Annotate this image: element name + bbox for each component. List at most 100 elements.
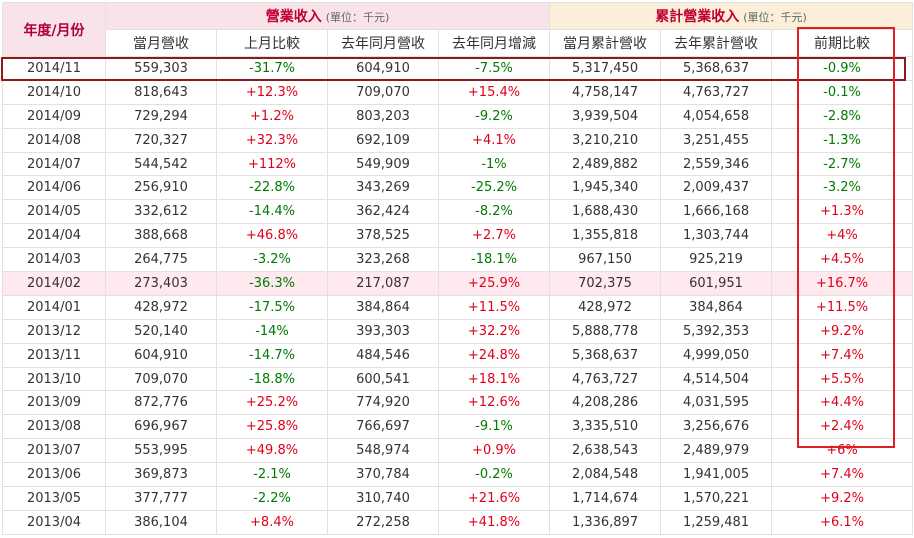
monthly-unit-label: (單位：千元) — [325, 11, 390, 24]
cumulative-change-cell: -2.8% — [771, 103, 914, 129]
yoy-cell: -9.1% — [437, 414, 551, 440]
table-row: 2014/08 720,327 +32.3% 692,109 +4.1% 3,210,21… — [2, 127, 914, 153]
last-year-revenue-cell: 217,087 — [327, 271, 439, 296]
cumulative-revenue-cell: 2,084,548 — [549, 462, 662, 488]
monthly-revenue-cell: 553,995 — [105, 438, 217, 464]
last-year-revenue-cell: 362,424 — [327, 199, 439, 225]
cumulative-revenue-group-header: 累計營業收入 (單位：千元) — [549, 2, 914, 30]
monthly-revenue-cell: 544,542 — [105, 151, 217, 177]
yoy-cell: +11.5% — [437, 294, 551, 320]
last-year-cumulative-cell: 4,999,050 — [660, 342, 773, 368]
cumulative-revenue-cell: 1,714,674 — [549, 486, 662, 511]
mom-cell: -2.2% — [216, 486, 328, 511]
monthly-revenue-cell: 273,403 — [105, 271, 217, 296]
last-year-revenue-cell: 484,546 — [327, 342, 439, 368]
table-row: 2014/05 332,612 -14.4% 362,424 -8.2% 1,688,43… — [2, 199, 914, 225]
yoy-cell: -9.2% — [437, 103, 551, 129]
table-row: 2013/08 696,967 +25.8% 766,697 -9.1% 3,335,51… — [2, 414, 914, 440]
last-year-cumulative-cell: 2,559,346 — [660, 151, 773, 177]
cumulative-change-cell: +2.4% — [771, 414, 914, 440]
cumulative-revenue-cell: 967,150 — [549, 247, 662, 273]
last-year-cumulative-cell: 2,009,437 — [660, 175, 773, 201]
cumulative-change-cell: +4.4% — [771, 390, 914, 416]
last-year-revenue-cell: 393,303 — [327, 318, 439, 344]
mom-cell: -3.2% — [216, 247, 328, 273]
last-year-revenue-cell: 272,258 — [327, 509, 439, 535]
monthly-revenue-cell: 369,873 — [105, 462, 217, 488]
cumulative-change-cell: +9.2% — [771, 318, 914, 344]
last-year-revenue-cell: 310,740 — [327, 486, 439, 511]
yoy-cell: -8.2% — [437, 199, 551, 225]
cumulative-change-cell: +6% — [771, 438, 914, 464]
cumulative-change-cell: +1.3% — [771, 199, 914, 225]
mom-cell: +112% — [216, 151, 328, 177]
mom-cell: -18.8% — [216, 366, 328, 392]
mom-cell: +25.8% — [216, 414, 328, 440]
cumulative-revenue-cell: 5,317,450 — [549, 56, 662, 81]
cumulative-revenue-cell: 1,945,340 — [549, 175, 662, 201]
mom-cell: +25.2% — [216, 390, 328, 416]
last-year-revenue-cell: 343,269 — [327, 175, 439, 201]
last-year-revenue-cell: 549,909 — [327, 151, 439, 177]
last-year-revenue-cell: 692,109 — [327, 127, 439, 153]
monthly-revenue-cell: 709,070 — [105, 366, 217, 392]
monthly-revenue-cell: 720,327 — [105, 127, 217, 153]
cumulative-revenue-cell: 1,688,430 — [549, 199, 662, 225]
period-cell: 2013/11 — [2, 342, 106, 368]
period-cell: 2013/12 — [2, 318, 106, 344]
cumulative-change-cell: -2.7% — [771, 151, 914, 177]
period-cell: 2013/10 — [2, 366, 106, 392]
monthly-revenue-cell: 559,303 — [105, 56, 217, 81]
last-year-cumulative-cell: 4,054,658 — [660, 103, 773, 129]
yoy-cell: -0.2% — [437, 462, 551, 488]
last-year-revenue-cell: 378,525 — [327, 223, 439, 249]
column-header-last-year-cumulative: 去年累計營收 — [660, 29, 773, 57]
last-year-cumulative-cell: 5,392,353 — [660, 318, 773, 344]
cumulative-change-cell: +5.5% — [771, 366, 914, 392]
cumulative-revenue-cell: 4,763,727 — [549, 366, 662, 392]
cumulative-revenue-cell: 428,972 — [549, 294, 662, 320]
mom-cell: -17.5% — [216, 294, 328, 320]
period-cell: 2013/04 — [2, 509, 106, 535]
mom-cell: -14.4% — [216, 199, 328, 225]
monthly-revenue-cell: 386,104 — [105, 509, 217, 535]
mom-cell: -31.7% — [216, 56, 328, 81]
cumulative-unit-label: (單位：千元) — [743, 11, 807, 24]
cumulative-change-cell: -3.2% — [771, 175, 914, 201]
period-cell: 2014/04 — [2, 223, 106, 249]
yoy-cell: +41.8% — [437, 509, 551, 535]
period-cell: 2014/09 — [2, 103, 106, 129]
period-cell: 2013/07 — [2, 438, 106, 464]
yoy-cell: +4.1% — [437, 127, 551, 153]
last-year-cumulative-cell: 1,259,481 — [660, 509, 773, 535]
table-row: 2014/02 273,403 -36.3% 217,087 +25.9% 702,375… — [2, 271, 914, 296]
revenue-table-body: 2014/11 559,303 -31.7% 604,910 -7.5% 5,317,45… — [2, 56, 914, 535]
yoy-cell: +15.4% — [437, 79, 551, 105]
monthly-revenue-group-header: 營業收入 (單位：千元) — [104, 2, 551, 30]
cumulative-change-cell: +11.5% — [771, 294, 914, 320]
yoy-cell: -7.5% — [437, 56, 551, 81]
cumulative-revenue-cell: 2,489,882 — [549, 151, 662, 177]
yoy-cell: -18.1% — [437, 247, 551, 273]
mom-cell: -22.8% — [216, 175, 328, 201]
cumulative-revenue-cell: 5,368,637 — [549, 342, 662, 368]
yoy-cell: -25.2% — [437, 175, 551, 201]
column-header-monthly-revenue: 當月營收 — [105, 29, 217, 57]
last-year-cumulative-cell: 1,570,221 — [660, 486, 773, 511]
cumulative-change-cell: +4% — [771, 223, 914, 249]
monthly-revenue-cell: 818,643 — [105, 79, 217, 105]
cumulative-revenue-cell: 3,939,504 — [549, 103, 662, 129]
last-year-cumulative-cell: 1,666,168 — [660, 199, 773, 225]
cumulative-revenue-cell: 1,336,897 — [549, 509, 662, 535]
last-year-cumulative-cell: 3,251,455 — [660, 127, 773, 153]
last-year-revenue-cell: 766,697 — [327, 414, 439, 440]
last-year-cumulative-cell: 601,951 — [660, 271, 773, 296]
period-cell: 2014/01 — [2, 294, 106, 320]
last-year-cumulative-cell: 4,514,504 — [660, 366, 773, 392]
monthly-group-title: 營業收入 — [265, 9, 322, 25]
column-header-yoy: 去年同月增減 — [437, 29, 551, 57]
period-cell: 2014/06 — [2, 175, 106, 201]
last-year-cumulative-cell: 4,763,727 — [660, 79, 773, 105]
table-row: 2013/07 553,995 +49.8% 548,974 +0.9% 2,638,54… — [2, 438, 914, 464]
